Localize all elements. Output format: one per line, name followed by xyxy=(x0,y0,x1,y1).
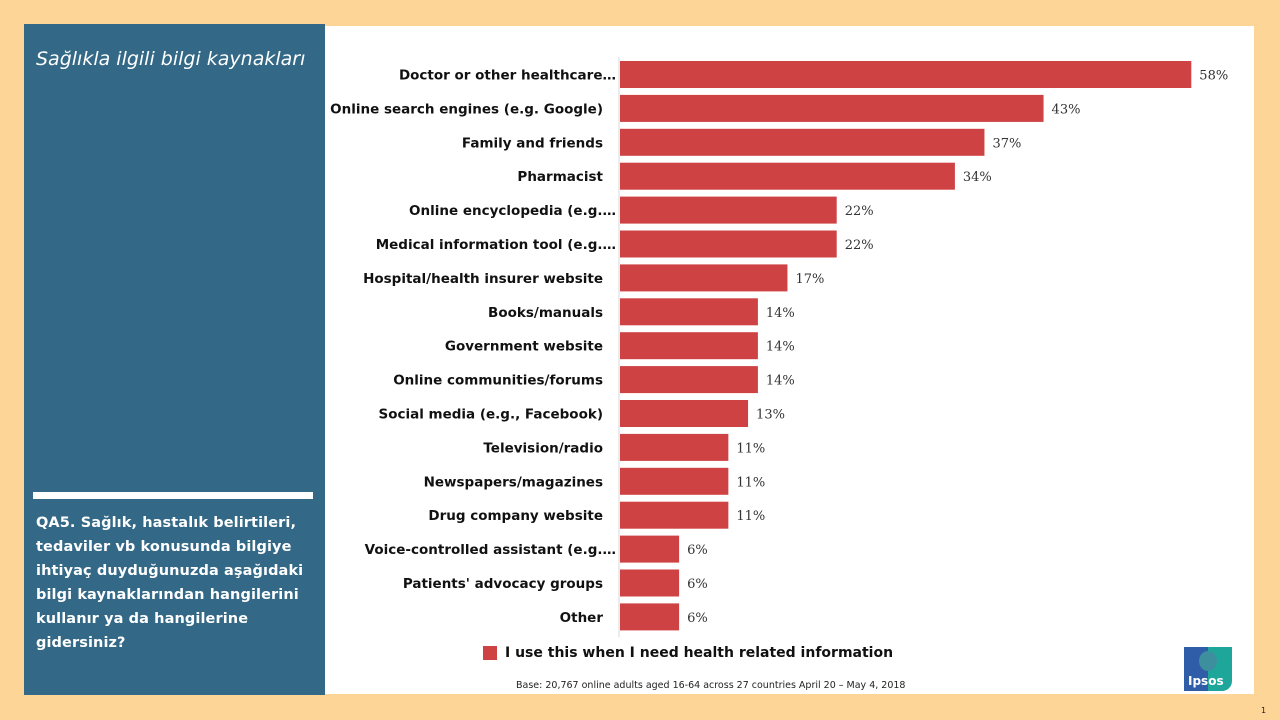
value-label: 11% xyxy=(736,441,765,456)
value-label: 14% xyxy=(766,306,795,321)
chart-legend: I use this when I need health related in… xyxy=(483,645,893,661)
logo-text: Ipsos xyxy=(1188,674,1224,688)
category-label: Doctor or other healthcare… xyxy=(399,68,616,84)
legend-swatch xyxy=(483,646,497,660)
value-label: 43% xyxy=(1052,102,1081,117)
value-label: 14% xyxy=(766,374,795,389)
slide-title: Sağlıkla ilgili bilgi kaynakları xyxy=(36,48,306,70)
value-label: 13% xyxy=(756,408,785,423)
category-label: Other xyxy=(560,610,604,626)
category-label: Patients' advocacy groups xyxy=(403,576,603,592)
base-note: Base: 20,767 online adults aged 16-64 ac… xyxy=(516,680,906,691)
survey-question: QA5. Sağlık, hastalık belirtileri, tedav… xyxy=(36,515,304,651)
bar xyxy=(620,298,758,326)
bar xyxy=(620,230,837,258)
category-label: Drug company website xyxy=(428,508,603,524)
value-label: 11% xyxy=(736,475,765,490)
value-label: 58% xyxy=(1199,69,1228,84)
value-label: 22% xyxy=(845,204,874,219)
value-label: 22% xyxy=(845,238,874,253)
category-label: Hospital/health insurer website xyxy=(363,271,603,287)
category-label: Television/radio xyxy=(483,440,603,456)
category-label: Newspapers/magazines xyxy=(424,474,603,490)
bar xyxy=(620,569,680,597)
page-number: 1 xyxy=(1261,706,1267,715)
category-label: Government website xyxy=(445,339,603,355)
side-divider xyxy=(33,492,313,499)
category-label: Medical information tool (e.g.… xyxy=(376,237,616,253)
category-label: Family and friends xyxy=(462,135,603,151)
value-label: 6% xyxy=(687,611,708,626)
legend-label: I use this when I need health related in… xyxy=(505,645,894,661)
category-label: Online encyclopedia (e.g.… xyxy=(409,203,616,219)
bar xyxy=(620,61,1192,88)
bar xyxy=(620,162,955,190)
value-label: 17% xyxy=(795,272,824,287)
bar xyxy=(620,433,729,461)
bar xyxy=(620,501,729,529)
bar xyxy=(620,366,758,394)
bars-layer: Doctor or other healthcare… 58% Online sea… xyxy=(330,61,1228,631)
bar xyxy=(620,332,758,360)
value-label: 6% xyxy=(687,577,708,592)
value-label: 37% xyxy=(992,136,1021,151)
category-label: Voice-controlled assistant (e.g.… xyxy=(365,542,616,558)
side-panel: Sağlıkla ilgili bilgi kaynakları QA5. Sa… xyxy=(24,24,325,695)
bar xyxy=(620,94,1044,122)
category-label: Books/manuals xyxy=(488,305,603,321)
category-label: Online communities/forums xyxy=(393,373,603,389)
value-label: 34% xyxy=(963,170,992,185)
bar xyxy=(620,535,680,563)
bar xyxy=(620,603,680,631)
value-label: 11% xyxy=(736,509,765,524)
category-label: Pharmacist xyxy=(517,169,603,185)
bar xyxy=(620,264,788,292)
value-label: 6% xyxy=(687,543,708,558)
category-label: Online search engines (e.g. Google) xyxy=(330,101,603,117)
ipsos-logo: Ipsos xyxy=(1184,647,1232,691)
value-label: 14% xyxy=(766,340,795,355)
logo-head-icon xyxy=(1199,651,1217,671)
bar xyxy=(620,128,985,156)
bar xyxy=(620,467,729,495)
bar xyxy=(620,196,837,224)
bar xyxy=(620,400,749,427)
category-label: Social media (e.g., Facebook) xyxy=(378,407,603,423)
